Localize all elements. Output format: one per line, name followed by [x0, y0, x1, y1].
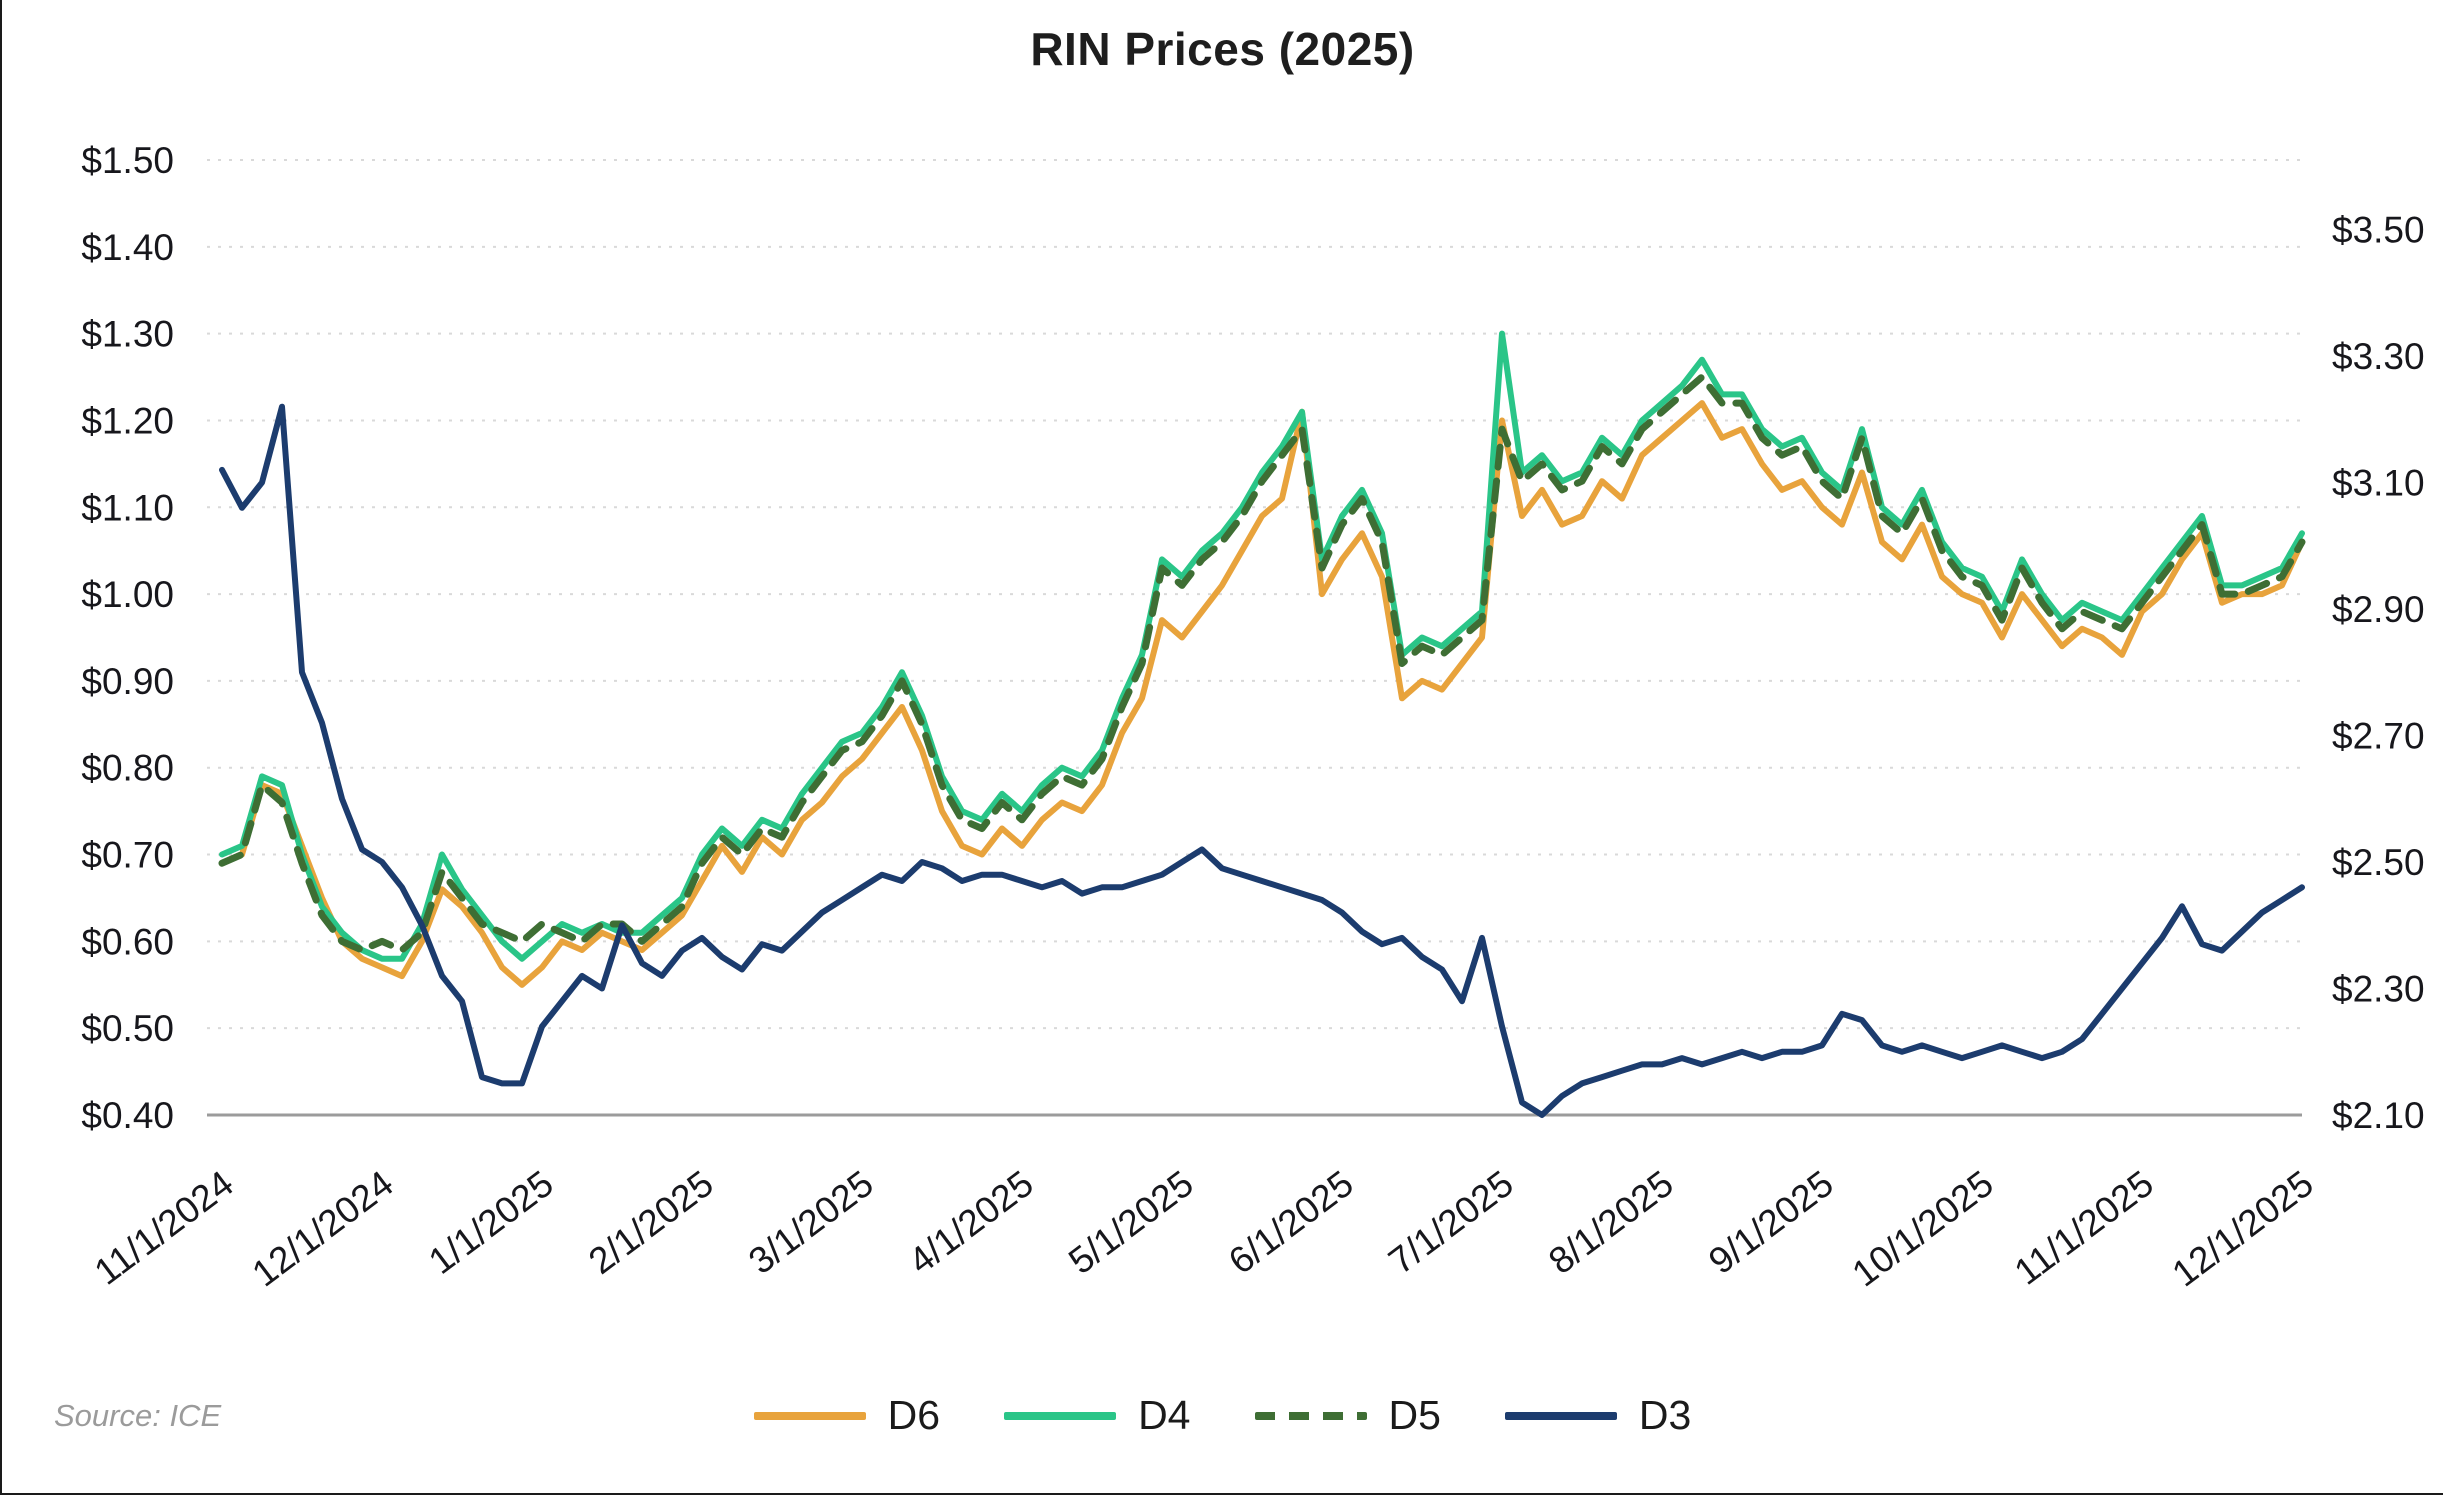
right-axis-tick-label: $2.90	[2332, 589, 2425, 630]
legend-label-d4: D4	[1138, 1392, 1191, 1438]
series-line-d3	[219, 403, 2305, 1118]
legend-item-d4: D4	[1004, 1392, 1191, 1439]
x-axis-tick-label: 1/1/2025	[421, 1163, 561, 1282]
legend-label-d3: D3	[1638, 1392, 1692, 1438]
x-axis-tick-label: 3/1/2025	[741, 1163, 881, 1282]
right-axis-tick-label: $2.10	[2332, 1095, 2425, 1136]
source-attribution: Source: ICE	[54, 1398, 222, 1433]
series-line-d6	[219, 400, 2305, 988]
legend-swatch-d4	[1004, 1411, 1117, 1420]
legend-item-d5: D5	[1254, 1392, 1441, 1439]
x-axis-tick-label: 9/1/2025	[1701, 1163, 1841, 1282]
x-axis-tick-label: 5/1/2025	[1061, 1163, 1201, 1282]
left-axis-tick-label: $0.50	[81, 1008, 174, 1049]
left-axis-tick-label: $0.90	[81, 661, 174, 702]
right-axis-tick-label: $3.30	[2332, 336, 2425, 377]
left-axis-tick-label: $1.50	[81, 140, 174, 181]
x-axis-tick-label: 12/1/2024	[245, 1163, 401, 1295]
x-axis-tick-label: 10/1/2025	[1845, 1163, 2001, 1295]
left-axis-tick-label: $1.00	[81, 574, 174, 615]
legend-item-d6: D6	[753, 1392, 941, 1439]
right-axis-tick-label: $2.30	[2332, 969, 2425, 1010]
x-axis-tick-label: 12/1/2025	[2165, 1163, 2321, 1295]
x-axis-tick-label: 7/1/2025	[1381, 1163, 1521, 1282]
x-axis-tick-label: 6/1/2025	[1221, 1163, 1361, 1282]
x-axis-tick-label: 11/1/2025	[2007, 1163, 2161, 1293]
left-axis-tick-label: $0.40	[81, 1095, 174, 1136]
left-axis-tick-label: $1.40	[81, 227, 174, 268]
series-line-d5	[218, 373, 2306, 954]
right-axis-tick-label: $2.70	[2332, 716, 2425, 757]
legend-swatch-d5	[1254, 1411, 1367, 1420]
left-axis-tick-label: $0.60	[81, 921, 174, 962]
legend-label-d6: D6	[887, 1392, 941, 1438]
x-axis-tick-label: 2/1/2025	[581, 1163, 721, 1282]
left-axis-tick-label: $0.70	[81, 835, 174, 876]
legend-label-d5: D5	[1388, 1392, 1441, 1438]
right-axis-tick-label: $3.10	[2332, 463, 2425, 504]
series-line-d4	[219, 330, 2305, 962]
left-axis-tick-label: $0.80	[81, 748, 174, 789]
legend-swatch-d6	[753, 1411, 866, 1420]
legend-swatch-d3	[1504, 1411, 1617, 1420]
x-axis-tick-label: 4/1/2025	[901, 1163, 1041, 1282]
x-axis-tick-label: 11/1/2024	[87, 1163, 241, 1293]
chart-legend: D6 D4 D5 D3	[2, 1392, 2443, 1439]
chart-title: RIN Prices (2025)	[1030, 23, 1415, 75]
right-axis-tick-label: $2.50	[2332, 842, 2425, 883]
left-axis-tick-label: $1.30	[81, 314, 174, 355]
legend-item-d3: D3	[1504, 1392, 1692, 1439]
right-axis-tick-label: $3.50	[2332, 210, 2425, 251]
left-axis-tick-label: $1.10	[81, 487, 174, 528]
left-axis-tick-label: $1.20	[81, 400, 174, 441]
x-axis-tick-label: 8/1/2025	[1541, 1163, 1681, 1282]
